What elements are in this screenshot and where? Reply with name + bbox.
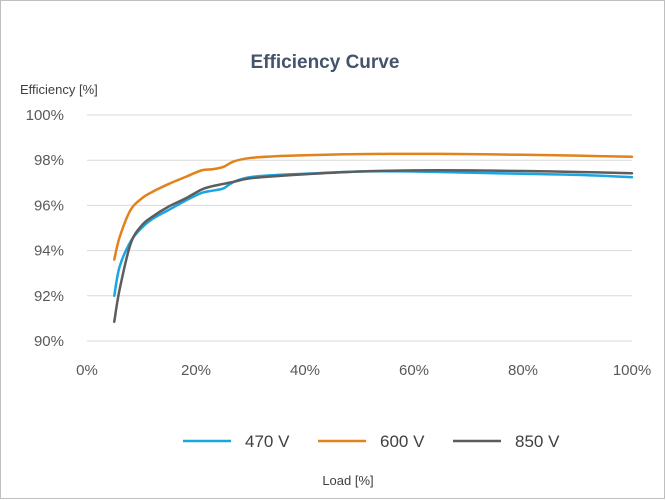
y-tick-label: 90% [34, 333, 64, 350]
x-tick-label: 40% [290, 362, 320, 379]
series-line-850-v [113, 169, 634, 324]
y-tick-label: 96% [34, 197, 64, 214]
legend-label: 470 V [245, 432, 290, 451]
chart-title: Efficiency Curve [251, 52, 400, 73]
series-line-470-v [113, 170, 634, 298]
y-tick-label: 92% [34, 288, 64, 305]
x-axis-label: Load [%] [322, 473, 373, 488]
series-line-600-v [113, 152, 634, 261]
x-tick-label: 0% [76, 362, 98, 379]
x-tick-label: 20% [181, 362, 211, 379]
series-lines [113, 152, 634, 324]
y-axis-label: Efficiency [%] [20, 82, 98, 97]
legend-label: 600 V [380, 432, 425, 451]
x-tick-label: 80% [508, 362, 538, 379]
y-tick-label: 100% [26, 107, 64, 124]
x-tick-labels: 0% 20% 40% 60% 80% 100% [76, 362, 651, 379]
y-tick-labels: 90% 92% 94% 96% 98% 100% [26, 107, 64, 350]
x-tick-label: 60% [399, 362, 429, 379]
y-tick-label: 94% [34, 243, 64, 260]
y-tick-label: 98% [34, 152, 64, 169]
legend: 470 V 600 V 850 V [183, 432, 560, 451]
x-tick-label: 100% [613, 362, 651, 379]
legend-label: 850 V [515, 432, 560, 451]
